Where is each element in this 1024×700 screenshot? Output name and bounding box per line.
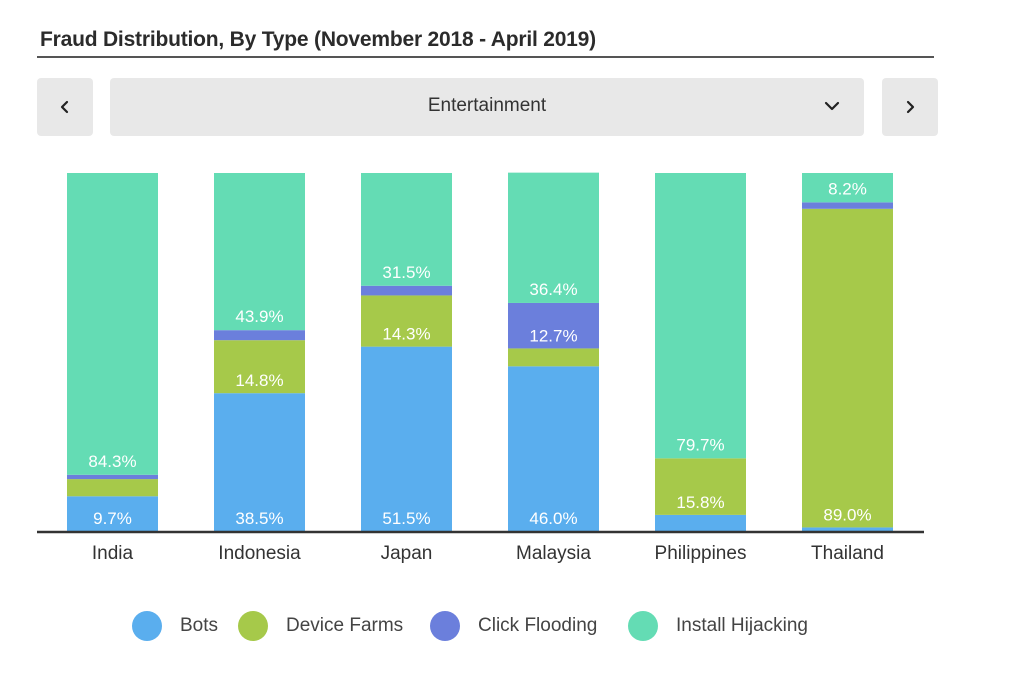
bar-segment-click-flooding-indonesia[interactable] [214, 330, 305, 341]
legend-swatch-bots [132, 611, 162, 641]
data-label-bots-japan: 51.5% [382, 509, 430, 528]
chart-legend: Bots Device Farms Click Flooding Install… [0, 608, 1024, 644]
data-label-install-hijacking-india: 84.3% [88, 452, 136, 471]
data-label-install-hijacking-indonesia: 43.9% [235, 307, 283, 326]
bar-segment-install-hijacking-malaysia[interactable] [508, 172, 599, 303]
legend-label-bots: Bots [180, 615, 219, 636]
x-tick-label-malaysia: Malaysia [516, 543, 591, 564]
bar-segment-install-hijacking-india[interactable] [67, 173, 158, 475]
bar-segment-device-farms-indonesia[interactable] [214, 340, 305, 394]
data-label-bots-indonesia: 38.5% [235, 509, 283, 528]
bar-segment-bots-india[interactable] [67, 496, 158, 531]
x-tick-label-indonesia: Indonesia [218, 543, 301, 564]
x-tick-label-india: India [92, 543, 134, 564]
bar-segment-bots-indonesia[interactable] [214, 393, 305, 531]
data-label-device-farms-indonesia: 14.8% [235, 371, 283, 390]
legend-item-install-hijacking[interactable]: Install Hijacking [628, 608, 808, 644]
bar-segment-device-farms-philippines[interactable] [655, 458, 746, 515]
data-label-install-hijacking-malaysia: 36.4% [529, 280, 577, 299]
legend-label-device-farms: Device Farms [286, 615, 404, 636]
data-label-bots-india: 9.7% [93, 509, 132, 528]
stacked-bar-chart: 9.7% 84.3% India 38.5% 14.8% 43.9% Indonesia 51… [37, 172, 924, 564]
chevron-down-icon [824, 101, 840, 111]
bar-segment-install-hijacking-philippines[interactable] [655, 173, 746, 459]
legend-label-install-hijacking: Install Hijacking [676, 615, 808, 636]
legend-item-bots[interactable]: Bots [132, 608, 218, 644]
bar-segment-device-farms-malaysia[interactable] [508, 348, 599, 367]
bar-segment-install-hijacking-japan[interactable] [361, 173, 452, 286]
legend-swatch-device-farms [238, 611, 268, 641]
legend-swatch-install-hijacking [628, 611, 658, 641]
chart-title: Fraud Distribution, By Type (November 20… [40, 28, 596, 51]
data-label-install-hijacking-thailand: 8.2% [828, 179, 867, 198]
data-label-device-farms-japan: 14.3% [382, 325, 430, 344]
x-tick-label-philippines: Philippines [655, 543, 747, 564]
legend-item-device-farms[interactable]: Device Farms [238, 608, 403, 644]
bar-segment-click-flooding-japan[interactable] [361, 285, 452, 296]
bar-segment-install-hijacking-thailand[interactable] [802, 173, 893, 203]
data-label-install-hijacking-japan: 31.5% [382, 263, 430, 282]
data-label-bots-malaysia: 46.0% [529, 509, 577, 528]
legend-label-click-flooding: Click Flooding [478, 615, 598, 636]
next-button[interactable] [882, 78, 938, 136]
title-divider [37, 56, 934, 58]
chevron-left-icon [60, 100, 69, 114]
data-label-install-hijacking-philippines: 79.7% [676, 435, 724, 454]
dropdown-selected-value: Entertainment [427, 95, 547, 116]
x-tick-label-japan: Japan [381, 543, 433, 564]
legend-item-click-flooding[interactable]: Click Flooding [430, 608, 597, 644]
bar-segment-click-flooding-thailand[interactable] [802, 202, 893, 209]
data-label-device-farms-philippines: 15.8% [676, 493, 724, 512]
bar-segment-bots-japan[interactable] [361, 346, 452, 531]
previous-button[interactable] [37, 78, 93, 136]
bar-segment-bots-malaysia[interactable] [508, 366, 599, 531]
bar-segment-install-hijacking-indonesia[interactable] [214, 173, 305, 331]
bar-segment-device-farms-india[interactable] [67, 479, 158, 497]
legend-swatch-click-flooding [430, 611, 460, 641]
data-label-device-farms-thailand: 89.0% [823, 505, 871, 524]
x-tick-label-thailand: Thailand [811, 543, 884, 564]
bar-segment-click-flooding-malaysia[interactable] [508, 302, 599, 349]
bar-segment-device-farms-thailand[interactable] [802, 208, 893, 528]
data-label-click-flooding-malaysia: 12.7% [529, 326, 577, 345]
category-dropdown[interactable]: Entertainment [110, 78, 864, 136]
bar-segment-bots-philippines[interactable] [655, 514, 746, 531]
bar-segment-device-farms-japan[interactable] [361, 295, 452, 347]
bar-segment-bots-thailand[interactable] [802, 527, 893, 531]
bar-segment-click-flooding-india[interactable] [67, 474, 158, 480]
chevron-right-icon [906, 100, 915, 114]
